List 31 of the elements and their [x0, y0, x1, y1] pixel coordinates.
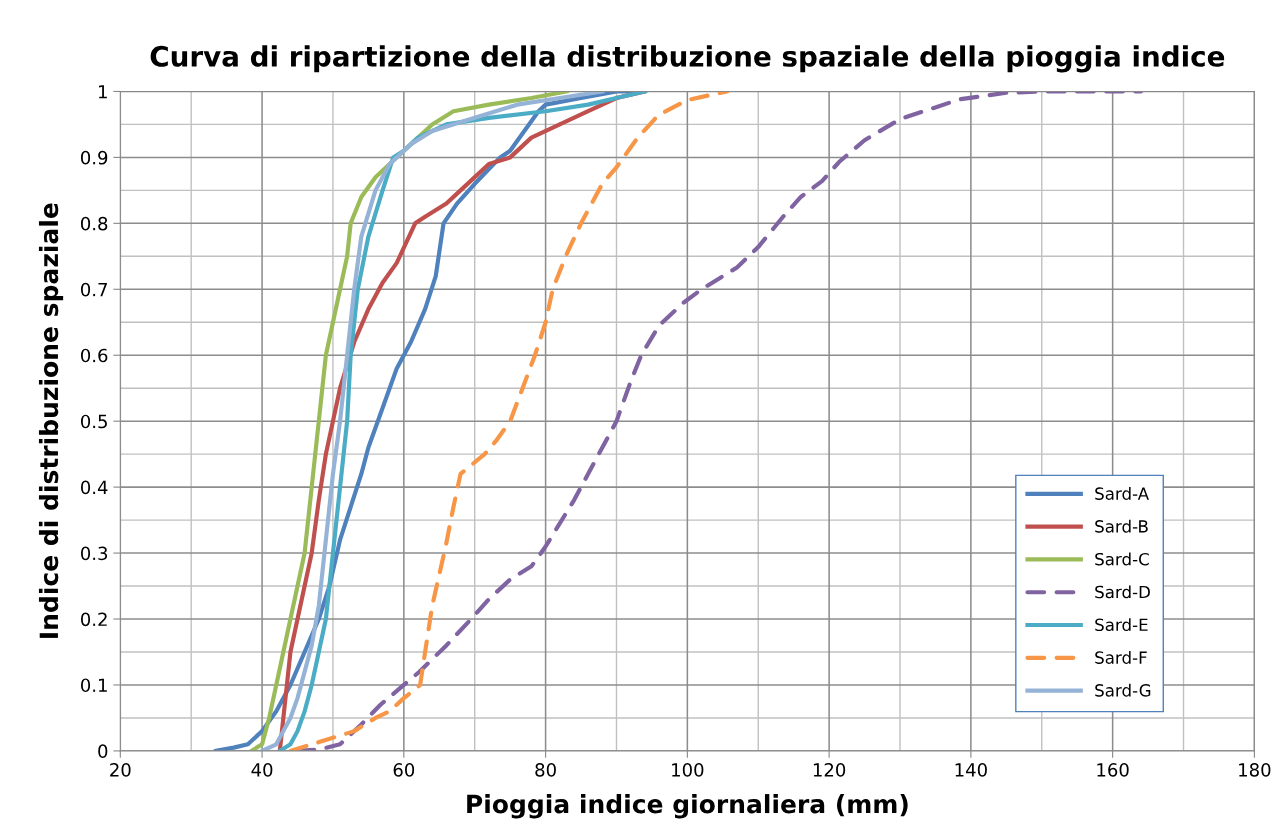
y-tick-label: 0.9	[80, 150, 108, 165]
y-tick-label: 0.4	[80, 480, 108, 495]
x-tick-label: 100	[672, 763, 704, 777]
y-tick-label: 0	[98, 744, 108, 759]
x-tick-label: 80	[535, 763, 556, 777]
y-tick-label: 0.3	[80, 546, 108, 561]
legend-label: Sard-A	[1095, 487, 1149, 500]
x-tick-label: 40	[251, 763, 273, 777]
y-tick-label: 0.7	[80, 282, 107, 297]
y-tick-label: 0.1	[80, 678, 107, 693]
line-series	[288, 91, 730, 751]
x-tick-label: 20	[110, 763, 131, 777]
x-tick-label: 160	[1097, 763, 1129, 777]
y-tick-label: 0.8	[80, 216, 108, 231]
y-tick-label: 1	[99, 85, 107, 99]
y-axis-title: Indice di distribuzione spaziale	[38, 203, 64, 638]
y-tick-label: 0.5	[80, 414, 107, 429]
legend-label: Sard-F	[1095, 650, 1147, 664]
legend-label: Sard-E	[1095, 618, 1148, 632]
legend-label: Sard-G	[1095, 683, 1151, 697]
legend-label: Sard-B	[1095, 519, 1148, 533]
x-tick-label: 120	[813, 763, 846, 777]
x-tick-label: 60	[393, 763, 415, 777]
legend-label: Sard-D	[1095, 585, 1150, 599]
y-tick-label: 0.2	[80, 612, 107, 627]
legend-label: Sard-C	[1095, 552, 1149, 566]
x-tick-label: 180	[1239, 763, 1271, 777]
x-axis-title: Pioggia indice giornaliera (mm)	[467, 794, 908, 819]
chart-title: Curva di ripartizione della distribuzione spaziale della pioggia indice	[150, 45, 1225, 73]
x-tick-label: 140	[955, 763, 987, 777]
y-tick-label: 0.6	[80, 348, 108, 363]
